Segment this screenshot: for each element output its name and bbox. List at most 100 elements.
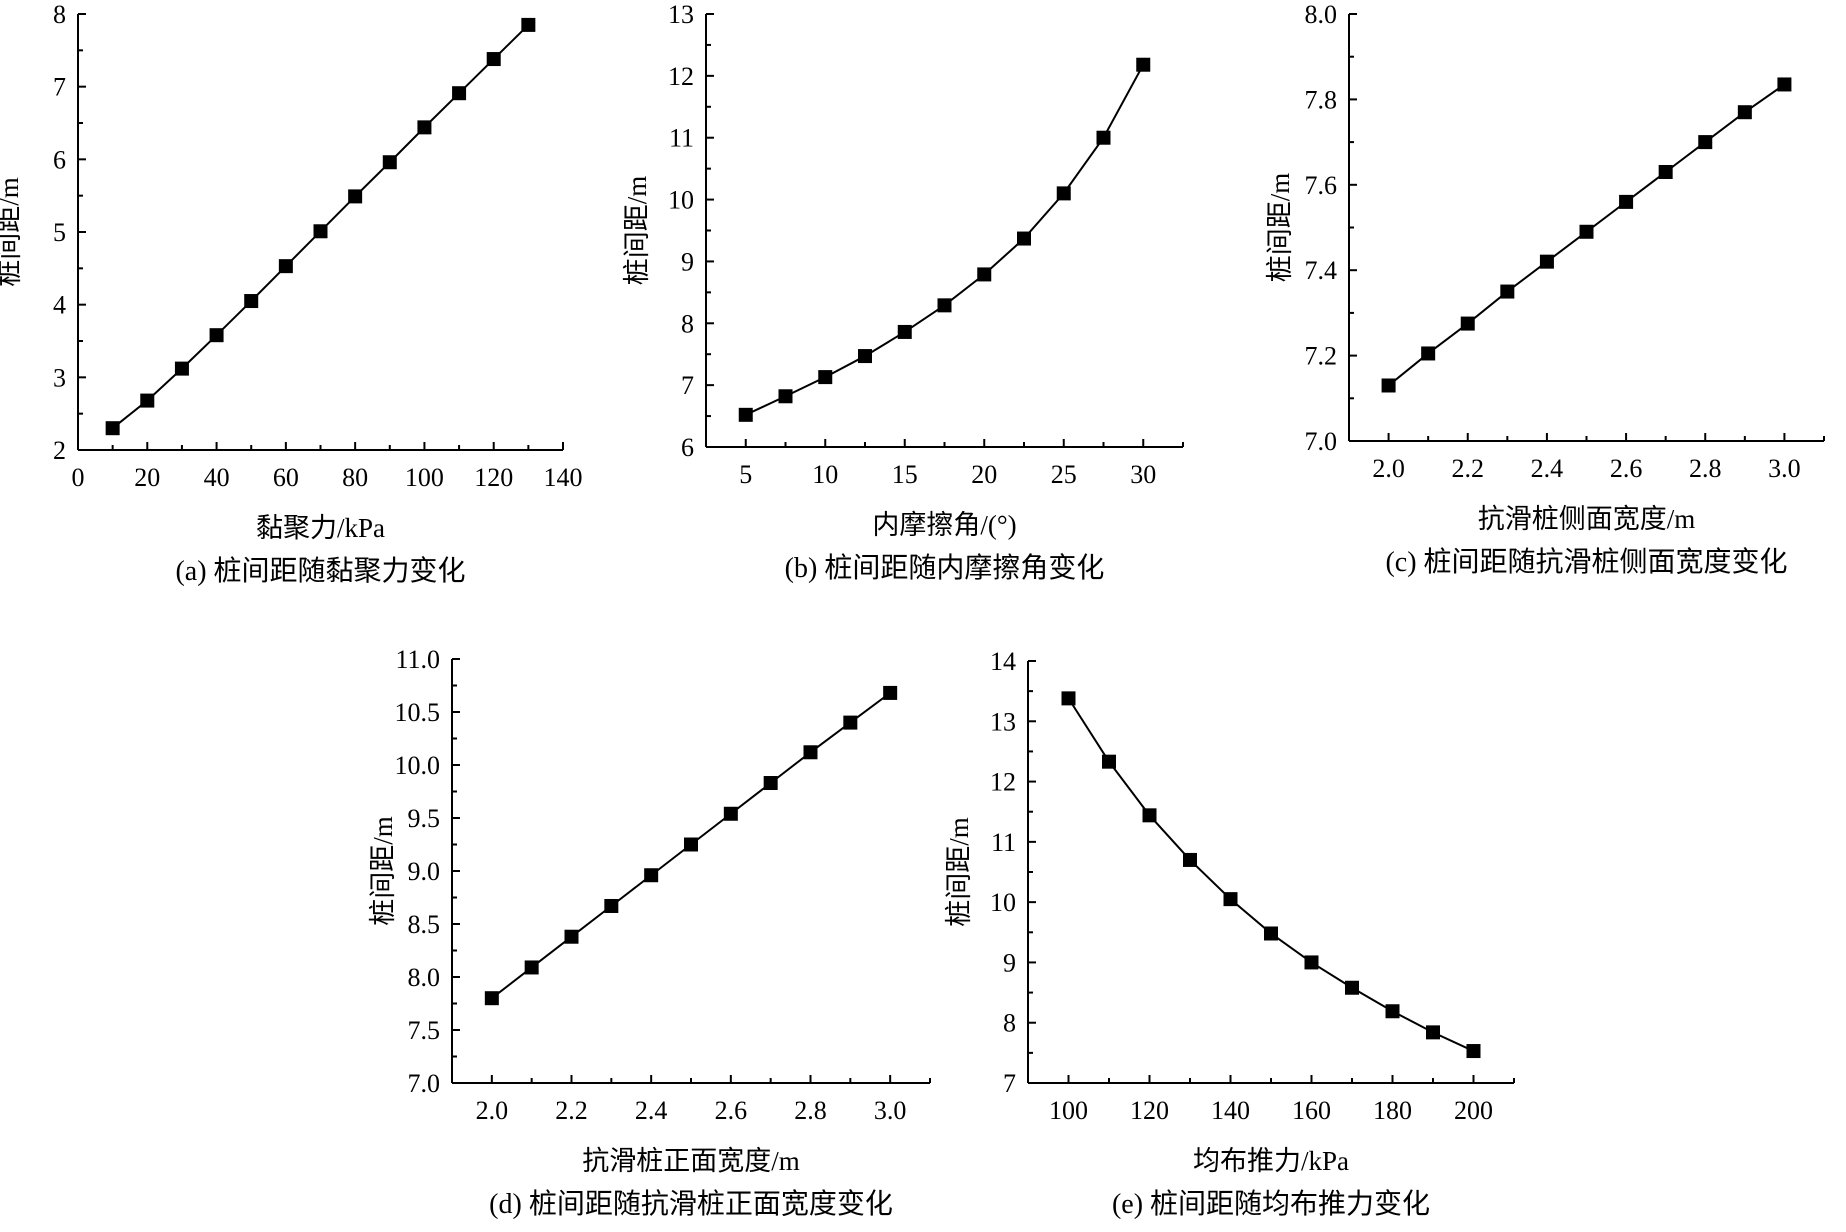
y-axis-label: 桩间距/m — [944, 817, 974, 927]
x-axis-label: 黏聚力/kPa — [256, 513, 385, 543]
data-point — [1096, 130, 1111, 145]
x-tick-label: 2.8 — [1689, 454, 1722, 483]
data-point — [1460, 316, 1475, 331]
x-tick-label: 120 — [474, 463, 513, 492]
data-point — [524, 960, 539, 975]
data-point — [140, 393, 155, 408]
x-tick-label: 200 — [1454, 1096, 1493, 1125]
x-tick-label: 10 — [812, 460, 838, 489]
x-axis-label: 均布推力/kPa — [1193, 1146, 1349, 1176]
x-tick-label: 2.2 — [555, 1096, 588, 1125]
data-point — [897, 324, 912, 339]
x-tick-label: 60 — [273, 463, 299, 492]
data-point — [1466, 1044, 1481, 1059]
data-point — [1385, 1004, 1400, 1019]
data-point — [1056, 186, 1071, 201]
x-tick-label: 2.6 — [715, 1096, 748, 1125]
y-tick-label: 12 — [990, 768, 1016, 797]
data-point — [937, 298, 952, 313]
x-tick-label: 3.0 — [1768, 454, 1801, 483]
y-tick-label: 2 — [53, 436, 66, 465]
data-point — [1304, 955, 1319, 970]
data-point — [1579, 224, 1594, 239]
y-tick-label: 9 — [1003, 948, 1016, 977]
data-point — [803, 745, 818, 760]
data-point — [763, 776, 778, 791]
y-tick-label: 7.0 — [1305, 427, 1338, 456]
y-tick-label: 7 — [53, 73, 66, 102]
data-point — [1345, 980, 1359, 995]
y-tick-label: 8.0 — [1305, 0, 1338, 29]
y-tick-label: 5 — [53, 218, 66, 247]
data-point — [1426, 1025, 1440, 1040]
y-axis-label: 桩间距/m — [622, 176, 652, 286]
y-tick-label: 12 — [668, 62, 694, 91]
x-tick-label: 2.6 — [1610, 454, 1643, 483]
data-point — [778, 389, 793, 404]
x-tick-label: 140 — [1211, 1096, 1250, 1125]
y-tick-label: 3 — [53, 363, 66, 392]
data-point — [278, 259, 293, 274]
x-tick-label: 100 — [405, 463, 444, 492]
data-point — [1777, 77, 1792, 92]
y-tick-label: 4 — [53, 291, 66, 320]
y-tick-label: 14 — [990, 647, 1016, 676]
x-tick-label: 2.4 — [635, 1096, 668, 1125]
data-point — [382, 155, 397, 170]
data-point — [1619, 194, 1634, 209]
y-tick-label: 6 — [681, 433, 694, 462]
y-tick-label: 13 — [990, 707, 1016, 736]
data-point — [604, 898, 619, 913]
x-tick-label: 30 — [1130, 460, 1156, 489]
x-tick-label: 80 — [342, 463, 368, 492]
y-tick-label: 6 — [53, 145, 66, 174]
y-tick-label: 13 — [668, 0, 694, 29]
y-tick-label: 11 — [991, 828, 1016, 857]
y-tick-label: 10 — [990, 888, 1016, 917]
x-tick-label: 160 — [1292, 1096, 1331, 1125]
x-tick-label: 140 — [544, 463, 583, 492]
chart-d: 7.0 7.5 8.0 8.5 9.0 9.5 10.0 10.5 11.0 2.0 2.2 2.4 2… — [368, 645, 931, 1220]
x-tick-label: 2.4 — [1531, 454, 1564, 483]
chart-caption: (b) 桩间距随内摩擦角变化 — [785, 552, 1105, 584]
data-point — [1136, 57, 1151, 72]
chart-caption: (d) 桩间距随抗滑桩正面宽度变化 — [489, 1188, 893, 1220]
data-point — [977, 267, 992, 282]
chart-caption: (a) 桩间距随黏聚力变化 — [175, 555, 465, 587]
data-point — [1264, 926, 1278, 941]
y-tick-label: 11 — [669, 124, 694, 153]
chart-c: 7.0 7.2 7.4 7.6 7.8 8.0 2.0 2.2 2.4 2.6 2.8 3.0 抗滑桩侧… — [1265, 0, 1825, 578]
x-axis-label: 抗滑桩正面宽度/m — [582, 1146, 800, 1176]
x-tick-label: 2.2 — [1452, 454, 1485, 483]
data-point — [858, 349, 872, 364]
data-point — [1421, 346, 1436, 361]
chart-caption: (e) 桩间距随均布推力变化 — [1112, 1188, 1430, 1220]
y-tick-label: 10.5 — [395, 698, 441, 727]
y-tick-label: 9 — [681, 247, 694, 276]
data-point — [174, 361, 189, 376]
data-point — [1142, 808, 1157, 823]
data-point — [1539, 254, 1554, 269]
y-tick-label: 9.5 — [408, 804, 441, 833]
data-point — [521, 17, 536, 32]
data-point — [1183, 852, 1197, 867]
series-line — [1067, 697, 1474, 1052]
data-point — [723, 806, 738, 821]
y-tick-label: 8 — [53, 0, 66, 29]
x-tick-label: 2.8 — [794, 1096, 827, 1125]
data-point — [1658, 164, 1673, 179]
x-tick-label: 20 — [971, 460, 997, 489]
y-tick-label: 7.8 — [1305, 85, 1338, 114]
data-point — [1017, 231, 1031, 246]
data-point — [1737, 105, 1752, 120]
x-tick-label: 20 — [134, 463, 160, 492]
y-tick-label: 7.6 — [1305, 171, 1338, 200]
y-tick-label: 9.0 — [408, 857, 441, 886]
x-tick-label: 100 — [1049, 1096, 1088, 1125]
y-tick-label: 7.0 — [408, 1069, 441, 1098]
y-tick-label: 8.0 — [408, 963, 441, 992]
data-point — [818, 370, 833, 385]
x-tick-label: 5 — [739, 460, 752, 489]
y-tick-label: 7.4 — [1305, 256, 1338, 285]
